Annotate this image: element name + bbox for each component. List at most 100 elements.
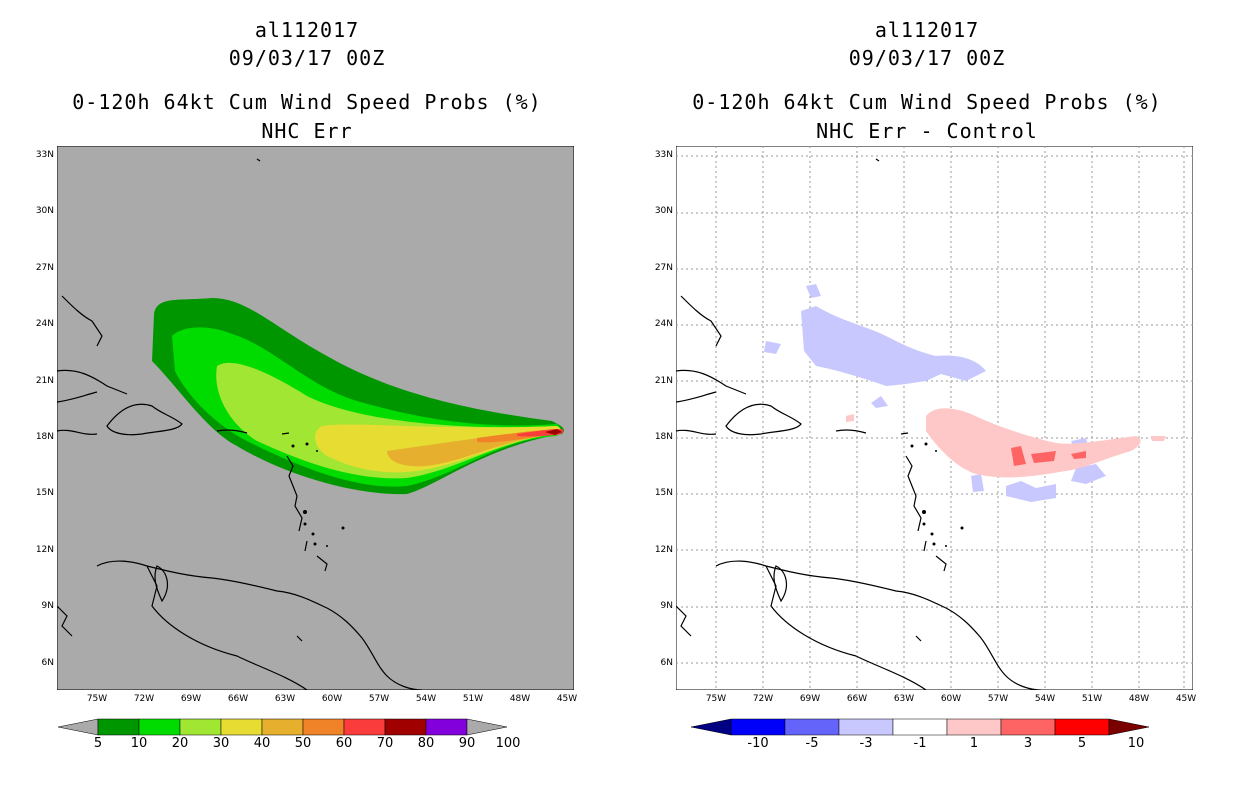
lat-tick-label: 18N bbox=[654, 432, 673, 442]
right-map bbox=[676, 146, 1193, 690]
colorbar-right-extend bbox=[466, 718, 508, 736]
colorbar-tick-label: 10 bbox=[130, 736, 148, 751]
colorbar-segment bbox=[1054, 718, 1110, 736]
lon-tick-label: 45W bbox=[1175, 694, 1197, 704]
lon-tick-label: 75W bbox=[86, 694, 108, 704]
colorbar-tick-label: 80 bbox=[417, 736, 435, 751]
colorbar-segment bbox=[302, 718, 345, 736]
lon-tick-label: 66W bbox=[227, 694, 249, 704]
left-storm-id: al112017 bbox=[254, 18, 360, 42]
lat-tick-label: 33N bbox=[654, 150, 673, 160]
left-probability-swath bbox=[152, 298, 564, 495]
colorbar-segment bbox=[220, 718, 263, 736]
left-colorbar bbox=[57, 718, 508, 736]
colorbar-segment bbox=[838, 718, 894, 736]
right-colorbar bbox=[690, 718, 1150, 736]
lat-tick-label: 30N bbox=[654, 206, 673, 217]
colorbar-tick-label: 3 bbox=[1023, 736, 1033, 751]
right-negative-diff bbox=[764, 284, 1106, 502]
colorbar-segment bbox=[946, 718, 1002, 736]
right-subtitle: NHC Err - Control bbox=[816, 119, 1038, 143]
colorbar-segment bbox=[384, 718, 427, 736]
colorbar-segment bbox=[97, 718, 140, 736]
colorbar-tick-label: -3 bbox=[859, 736, 873, 751]
lat-tick-label: 15N bbox=[35, 488, 54, 499]
left-product-title: 0-120h 64kt Cum Wind Speed Probs (%) bbox=[72, 90, 542, 114]
colorbar-right-extend bbox=[1108, 718, 1150, 736]
lon-tick-label: 72W bbox=[133, 694, 155, 704]
right-graticule bbox=[676, 146, 1193, 690]
lon-tick-label: 66W bbox=[846, 694, 868, 704]
lon-tick-label: 60W bbox=[321, 694, 343, 704]
colorbar-segment bbox=[138, 718, 181, 736]
right-positive-diff bbox=[846, 408, 1166, 478]
colorbar-segment bbox=[179, 718, 222, 736]
lat-tick-label: 9N bbox=[41, 601, 54, 612]
lon-tick-label: 69W bbox=[799, 694, 821, 704]
colorbar-segment bbox=[784, 718, 840, 736]
lon-tick-label: 48W bbox=[1128, 694, 1150, 704]
lon-tick-label: 51W bbox=[1081, 694, 1103, 704]
colorbar-tick-label: -5 bbox=[805, 736, 819, 751]
lat-tick-label: 6N bbox=[41, 657, 54, 668]
lon-tick-label: 54W bbox=[415, 694, 437, 704]
lat-tick-label: 12N bbox=[35, 544, 54, 555]
right-datetime: 09/03/17 00Z bbox=[848, 46, 1006, 70]
lon-tick-label: 51W bbox=[462, 694, 484, 704]
colorbar-tick-label: 20 bbox=[171, 736, 189, 751]
colorbar-tick-label: -10 bbox=[747, 736, 769, 751]
lon-tick-label: 54W bbox=[1034, 694, 1056, 704]
lon-tick-label: 75W bbox=[705, 694, 727, 704]
lon-tick-label: 48W bbox=[509, 694, 531, 704]
right-map-panel bbox=[676, 146, 1193, 690]
lon-tick-label: 63W bbox=[893, 694, 915, 704]
lon-tick-label: 57W bbox=[987, 694, 1009, 704]
right-islands bbox=[910, 442, 964, 547]
left-islands bbox=[291, 442, 345, 547]
colorbar-tick-label: 10 bbox=[1127, 736, 1145, 751]
lat-tick-label: 27N bbox=[35, 262, 54, 273]
lat-tick-label: 12N bbox=[654, 544, 673, 555]
colorbar-tick-label: -1 bbox=[913, 736, 927, 751]
left-map-panel bbox=[57, 146, 574, 690]
lat-tick-label: 30N bbox=[35, 206, 54, 217]
lat-tick-label: 6N bbox=[660, 657, 673, 668]
lon-tick-label: 63W bbox=[274, 694, 296, 704]
lat-tick-label: 9N bbox=[660, 601, 673, 612]
colorbar-tick-label: 70 bbox=[376, 736, 394, 751]
left-coastlines bbox=[57, 158, 423, 690]
colorbar-segment bbox=[730, 718, 786, 736]
lon-tick-label: 69W bbox=[180, 694, 202, 704]
lat-tick-label: 18N bbox=[35, 432, 54, 442]
lat-tick-label: 24N bbox=[654, 319, 673, 330]
lon-tick-label: 45W bbox=[556, 694, 578, 704]
lat-tick-label: 24N bbox=[35, 319, 54, 330]
lat-tick-label: 15N bbox=[654, 488, 673, 499]
colorbar-tick-label: 5 bbox=[93, 736, 103, 751]
lon-tick-label: 57W bbox=[368, 694, 390, 704]
colorbar-segment bbox=[1000, 718, 1056, 736]
lon-tick-label: 72W bbox=[752, 694, 774, 704]
right-product-title: 0-120h 64kt Cum Wind Speed Probs (%) bbox=[692, 90, 1162, 114]
colorbar-tick-label: 100 bbox=[495, 736, 521, 751]
colorbar-tick-label: 50 bbox=[294, 736, 312, 751]
colorbar-segment bbox=[261, 718, 304, 736]
colorbar-tick-label: 40 bbox=[253, 736, 271, 751]
colorbar-tick-label: 5 bbox=[1077, 736, 1087, 751]
left-map bbox=[57, 146, 574, 690]
colorbar-tick-label: 1 bbox=[969, 736, 979, 751]
colorbar-tick-label: 90 bbox=[458, 736, 476, 751]
lon-tick-label: 60W bbox=[940, 694, 962, 704]
left-datetime: 09/03/17 00Z bbox=[228, 46, 386, 70]
swath-90 bbox=[545, 429, 562, 435]
left-subtitle: NHC Err bbox=[261, 119, 353, 143]
colorbar-segment bbox=[892, 718, 948, 736]
colorbar-segment bbox=[425, 718, 468, 736]
colorbar-tick-label: 30 bbox=[212, 736, 230, 751]
right-storm-id: al112017 bbox=[874, 18, 980, 42]
colorbar-left-extend bbox=[57, 718, 99, 736]
lat-tick-label: 27N bbox=[654, 262, 673, 273]
lat-tick-label: 21N bbox=[35, 375, 54, 386]
lat-tick-label: 21N bbox=[654, 375, 673, 386]
colorbar-tick-label: 60 bbox=[335, 736, 353, 751]
